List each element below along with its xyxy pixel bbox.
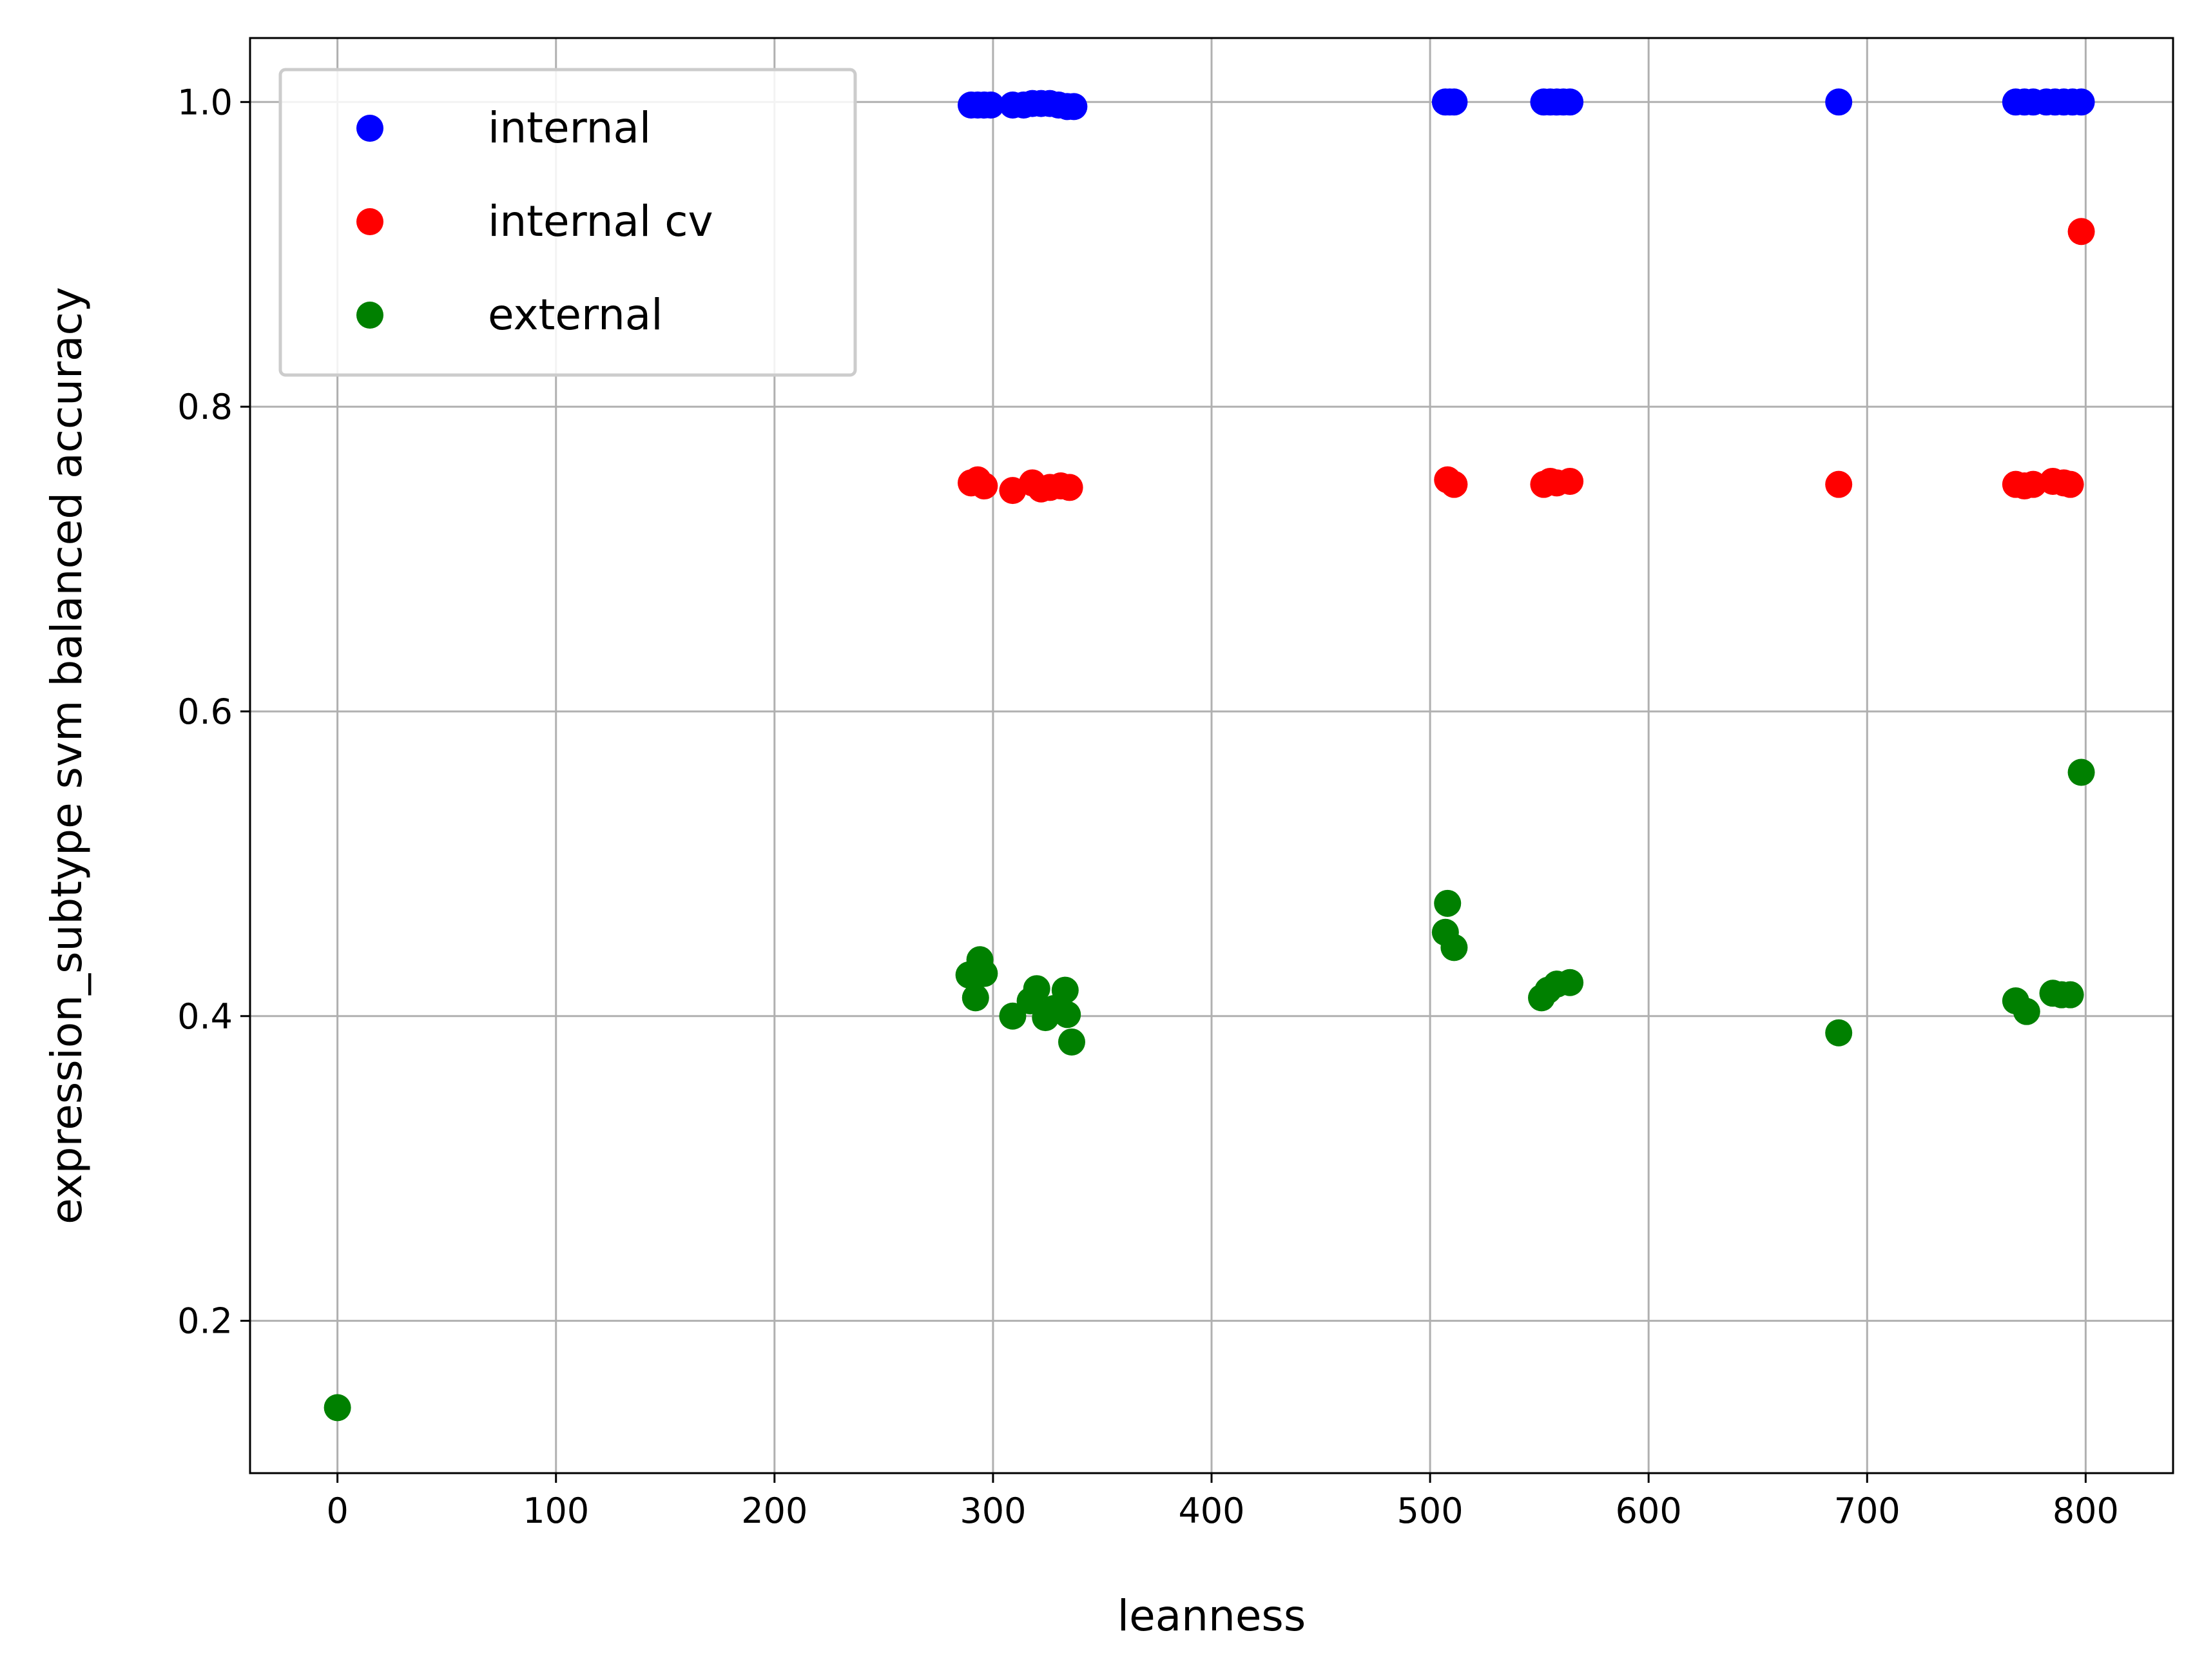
data-point xyxy=(1825,470,1853,498)
data-point xyxy=(2056,470,2084,498)
data-point xyxy=(1058,1028,1085,1056)
data-point xyxy=(971,960,998,987)
data-point xyxy=(999,1002,1027,1030)
y-tick-label: 0.4 xyxy=(177,996,233,1037)
legend-marker xyxy=(356,208,383,235)
y-axis-label: expression_subtype svm balanced accuracy xyxy=(42,287,92,1224)
series-0 xyxy=(958,88,2095,121)
data-point xyxy=(1556,969,1584,996)
data-point xyxy=(1825,1019,1853,1047)
legend-marker xyxy=(356,115,383,142)
series-3 xyxy=(2067,758,2095,786)
series-1 xyxy=(958,218,2095,505)
data-point xyxy=(1060,93,1088,121)
data-point xyxy=(1556,88,1584,116)
x-tick-label: 0 xyxy=(326,1491,348,1531)
x-tick-label: 200 xyxy=(741,1491,807,1531)
data-point xyxy=(1556,467,1584,495)
data-point xyxy=(1056,474,1083,501)
x-tick-label: 800 xyxy=(2053,1491,2119,1531)
legend-label: external xyxy=(488,290,663,340)
x-tick-label: 300 xyxy=(960,1491,1026,1531)
series-2 xyxy=(324,889,2084,1422)
data-point xyxy=(1054,1001,1081,1028)
x-axis-label: leanness xyxy=(1117,1591,1306,1641)
data-point xyxy=(1825,88,1853,116)
legend: internal internal cv external xyxy=(278,68,857,377)
y-tick-label: 0.8 xyxy=(177,387,233,427)
data-point xyxy=(2067,88,2095,116)
legend-box xyxy=(278,68,857,377)
data-point xyxy=(1434,889,1462,917)
data-point xyxy=(1023,975,1050,1003)
data-point xyxy=(2013,998,2040,1025)
legend-marker xyxy=(356,302,383,329)
y-tick-label: 0.6 xyxy=(177,691,233,732)
x-tick-label: 500 xyxy=(1397,1491,1464,1531)
x-tick-label: 400 xyxy=(1178,1491,1244,1531)
data-point xyxy=(2067,218,2095,246)
legend-label: internal cv xyxy=(488,197,713,246)
x-tick-label: 100 xyxy=(523,1491,589,1531)
legend-label: internal xyxy=(488,103,651,153)
data-points xyxy=(324,88,2095,1422)
data-point xyxy=(324,1394,351,1422)
data-point xyxy=(971,472,998,500)
axis-ticks: 0 100 200 300 400 500 600 700 800 0.2 0.4 0.6 0.8 1.0 xyxy=(177,82,2119,1531)
y-tick-label: 1.0 xyxy=(177,82,233,122)
data-point xyxy=(1051,976,1079,1004)
y-tick-label: 0.2 xyxy=(177,1301,233,1342)
data-point xyxy=(1440,88,1468,116)
data-point xyxy=(2056,981,2084,1009)
data-point xyxy=(977,92,1005,119)
x-tick-label: 600 xyxy=(1616,1491,1682,1531)
data-point xyxy=(962,984,989,1012)
data-point xyxy=(2067,758,2095,786)
x-tick-label: 700 xyxy=(1834,1491,1900,1531)
data-point xyxy=(1440,934,1468,961)
data-point xyxy=(1440,470,1468,498)
